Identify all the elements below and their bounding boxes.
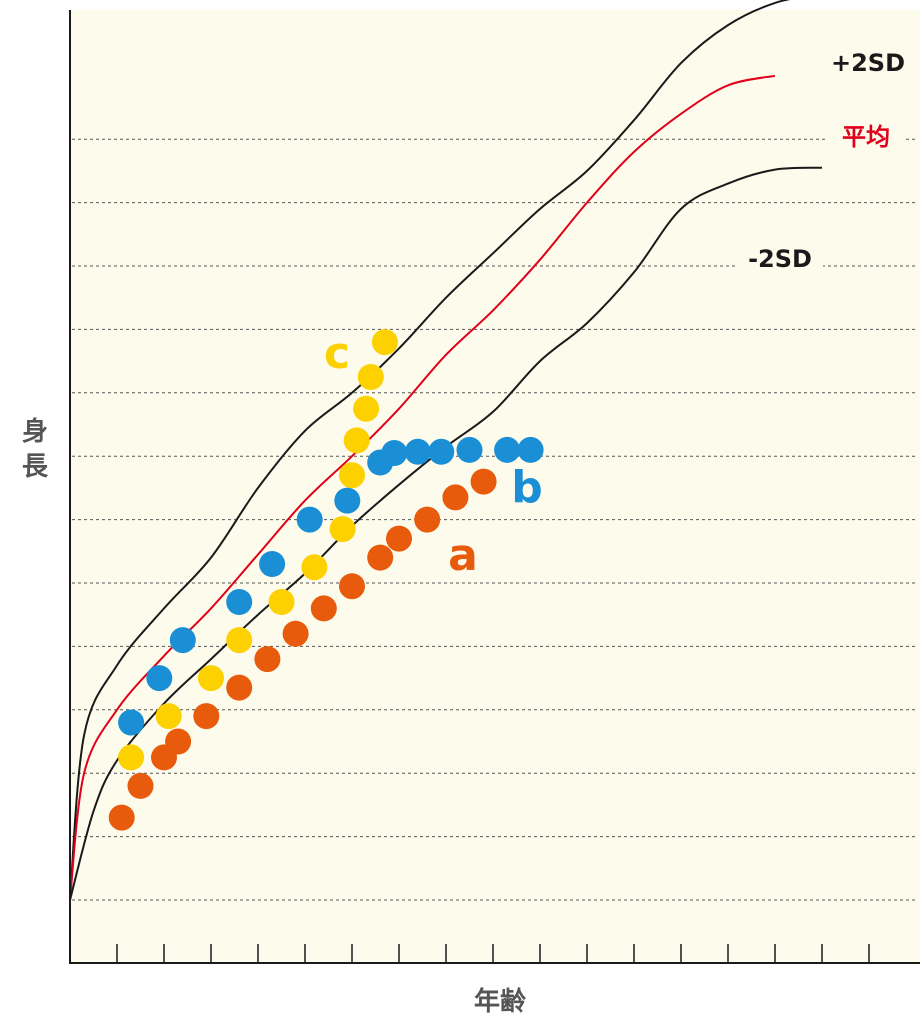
data-point-c — [118, 744, 145, 771]
series-label-c: c — [324, 328, 350, 379]
series-label-a: a — [448, 530, 478, 581]
data-point-a — [386, 525, 412, 552]
reference-line-plus-2sd — [69, 0, 790, 901]
data-point-a — [226, 674, 253, 701]
data-point-b — [517, 436, 544, 463]
data-point-c — [353, 395, 380, 422]
data-point-c — [343, 427, 370, 454]
y-axis-label-char-2: 長 — [22, 452, 49, 482]
data-point-b — [404, 438, 431, 465]
reference-line-minus-2sd — [69, 166, 823, 901]
curve-label-minus-2sd: -2SD — [748, 245, 812, 273]
plot-frame — [69, 10, 920, 964]
data-point-a — [165, 728, 192, 755]
curve-label-plus-2sd: +2SD — [831, 49, 905, 77]
data-point-a — [339, 573, 365, 600]
reference-lines — [69, 0, 823, 901]
x-axis-label: 年齢 — [474, 986, 527, 1017]
data-point-c — [301, 554, 328, 581]
data-point-b — [146, 665, 173, 692]
data-point-c — [357, 364, 384, 390]
curve-label-bg — [737, 245, 823, 273]
data-point-b — [456, 436, 483, 463]
data-point-a — [310, 595, 337, 622]
data-point-a — [108, 804, 135, 831]
data-point-b — [296, 506, 323, 533]
data-point-a — [367, 544, 394, 571]
data-point-b — [428, 438, 455, 465]
data-point-a — [282, 620, 309, 647]
data-point-b — [334, 487, 361, 514]
data-point-c — [226, 627, 253, 654]
y-axis-label-char-1: 身 — [22, 416, 48, 447]
data-point-b — [381, 440, 408, 466]
data-point-a — [470, 468, 497, 495]
data-points — [108, 329, 544, 831]
curve-label-bg — [825, 49, 911, 77]
data-point-b — [259, 551, 286, 577]
curve-label-mean: 平均 — [842, 123, 890, 151]
data-point-a — [414, 506, 441, 533]
data-point-b — [118, 709, 145, 736]
data-point-c — [155, 703, 182, 730]
data-point-c — [371, 329, 398, 356]
labels: +2SD 平均 -2SD ab c — [324, 49, 911, 581]
data-point-a — [254, 646, 281, 673]
data-point-c — [339, 462, 365, 489]
curve-label-bg — [828, 123, 904, 151]
data-point-b — [226, 589, 253, 615]
data-point-b — [494, 436, 521, 463]
x-ticks — [116, 944, 870, 963]
series-label-b: b — [511, 462, 543, 513]
data-point-b — [169, 627, 196, 654]
reference-line-mean — [69, 74, 776, 901]
data-point-a — [127, 772, 154, 799]
data-point-a — [193, 703, 220, 730]
data-point-a — [442, 484, 469, 511]
data-point-c — [198, 665, 224, 692]
data-point-c — [268, 589, 295, 615]
data-point-c — [329, 516, 356, 543]
